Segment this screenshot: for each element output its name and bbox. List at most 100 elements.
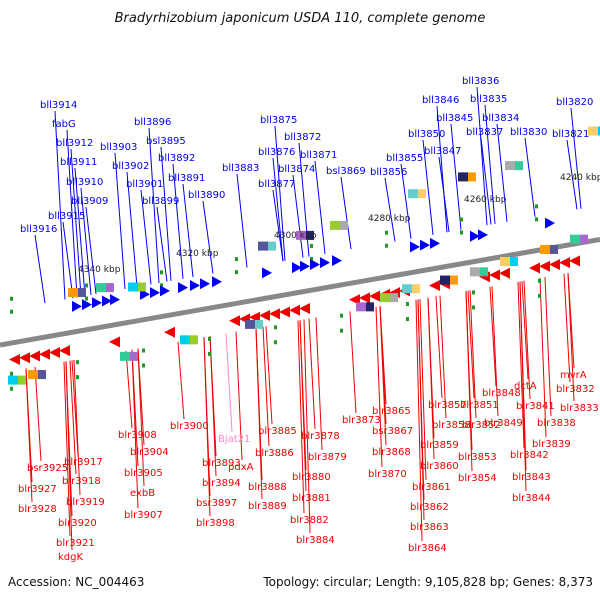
bottom-gene-label: pdxA bbox=[228, 462, 254, 473]
feature-block bbox=[18, 375, 26, 385]
bottom-gene-label: mvrA bbox=[560, 370, 587, 381]
top-gene-label: bll3837 bbox=[466, 127, 503, 138]
bottom-leader-line bbox=[137, 348, 145, 487]
top-leader-line bbox=[438, 156, 450, 233]
top-gene-label: bsl3869 bbox=[326, 166, 366, 177]
bottom-gene-label: blr3918 bbox=[62, 476, 101, 487]
bottom-leader-line bbox=[265, 326, 273, 425]
minus-gene-arrow bbox=[559, 257, 570, 269]
feature-block bbox=[78, 288, 86, 298]
bottom-leader-line bbox=[203, 337, 211, 517]
track-dot bbox=[406, 317, 409, 322]
minus-gene-arrow bbox=[369, 290, 380, 302]
accession-text: Accession: NC_004463 bbox=[8, 575, 144, 589]
top-leader-line bbox=[292, 174, 304, 258]
bottom-gene-label: blr3919 bbox=[66, 497, 105, 508]
plus-gene-arrow bbox=[470, 230, 480, 242]
plus-gene-arrow bbox=[178, 282, 188, 294]
feature-block bbox=[390, 293, 398, 303]
bottom-gene-label: blr3917 bbox=[64, 457, 103, 468]
bottom-leader-line bbox=[255, 327, 263, 500]
bottom-gene-label: blr3893 bbox=[202, 458, 241, 469]
bottom-gene-label: blr3879 bbox=[308, 452, 347, 463]
minus-gene-arrow bbox=[229, 315, 240, 327]
bottom-leader-line bbox=[225, 333, 233, 433]
feature-block bbox=[68, 288, 78, 298]
minus-gene-arrow bbox=[569, 255, 580, 267]
minus-gene-arrow bbox=[359, 292, 370, 304]
bottom-gene-label: blr3849 bbox=[484, 418, 523, 429]
kbp-tick-label: 4240 kbp bbox=[560, 173, 600, 183]
top-gene-label: bll3821 bbox=[552, 129, 589, 140]
minus-gene-arrow bbox=[109, 336, 120, 348]
track-dot bbox=[472, 290, 475, 295]
top-gene-label: bll3872 bbox=[284, 132, 321, 143]
feature-block bbox=[510, 257, 518, 266]
top-leader-line bbox=[480, 137, 492, 225]
minus-gene-arrow bbox=[259, 309, 270, 321]
bottom-leader-line bbox=[297, 320, 305, 514]
track-dot bbox=[535, 204, 538, 209]
top-leader-line bbox=[314, 160, 326, 254]
bottom-gene-label: blr3868 bbox=[372, 447, 411, 458]
minus-gene-arrow bbox=[299, 302, 310, 314]
genome-track: 4340 kbp 4320 kbp 4300 kbp 4280 kbp 4260 kbp… bbox=[0, 126, 600, 391]
bottom-gene-label: blr3842 bbox=[510, 450, 549, 461]
track-dot bbox=[406, 302, 409, 307]
feature-block bbox=[96, 283, 106, 293]
minus-gene-arrow bbox=[9, 353, 20, 365]
bottom-gene-label: bsr3897 bbox=[196, 498, 237, 509]
top-gene-label: bll3914 bbox=[40, 100, 77, 111]
top-leader-line bbox=[172, 163, 184, 279]
bottom-gene-label: blr3843 bbox=[512, 472, 551, 483]
feature-block bbox=[255, 319, 263, 329]
feature-block bbox=[120, 351, 130, 361]
kbp-tick-label: 4300 kbp bbox=[274, 231, 317, 241]
bottom-gene-label: blr3880 bbox=[292, 472, 331, 483]
bottom-leader-line bbox=[63, 361, 71, 537]
feature-block bbox=[402, 284, 412, 294]
top-leader-line bbox=[524, 137, 536, 217]
feature-block bbox=[28, 370, 38, 380]
guide-lines bbox=[25, 86, 582, 551]
bottom-gene-label: blr3928 bbox=[18, 504, 57, 515]
plus-gene-arrow bbox=[102, 295, 112, 307]
feature-block bbox=[245, 319, 255, 329]
plus-gene-arrow bbox=[292, 262, 302, 274]
bottom-leader-line bbox=[523, 280, 531, 400]
bottom-leader-line bbox=[262, 326, 270, 447]
kbp-tick-label: 4260 kbp bbox=[464, 195, 507, 205]
feature-block bbox=[470, 267, 480, 277]
plus-gene-arrow bbox=[200, 278, 210, 290]
track-dot bbox=[10, 371, 13, 376]
track-dot bbox=[538, 278, 541, 283]
track-dot bbox=[10, 386, 13, 391]
top-leader-line bbox=[476, 86, 488, 226]
plus-gene-arrow bbox=[310, 258, 320, 270]
bottom-leader-line bbox=[71, 360, 79, 456]
feature-block bbox=[38, 370, 46, 380]
bottom-leader-line bbox=[465, 290, 473, 472]
minus-gene-arrow bbox=[164, 326, 175, 338]
top-leader-line bbox=[450, 123, 462, 230]
bottom-gene-label: blr3881 bbox=[292, 493, 331, 504]
feature-block bbox=[340, 220, 348, 230]
track-dot bbox=[340, 328, 343, 333]
bottom-gene-label: blr3858 bbox=[432, 420, 471, 431]
track-dot bbox=[10, 296, 13, 301]
kbp-tick-label: 4320 kbp bbox=[176, 249, 219, 259]
feature-block bbox=[468, 172, 476, 182]
top-gene-label: bll3830 bbox=[510, 127, 547, 138]
bottom-leader-line bbox=[517, 281, 525, 449]
minus-gene-arrow bbox=[499, 267, 510, 279]
bottom-gene-label: blr3852 bbox=[462, 420, 501, 431]
plus-gene-arrow bbox=[478, 229, 488, 241]
feature-block bbox=[356, 302, 366, 312]
plus-gene-arrow bbox=[82, 299, 92, 311]
bottom-gene-label: exbB bbox=[130, 488, 155, 499]
bottom-leader-line bbox=[125, 350, 133, 429]
minus-gene-arrow bbox=[549, 258, 560, 270]
feature-block bbox=[128, 282, 138, 292]
gene-labels: bll3914 fabG bll3912 bll3911 bll3910 bll3909 b… bbox=[18, 76, 599, 563]
